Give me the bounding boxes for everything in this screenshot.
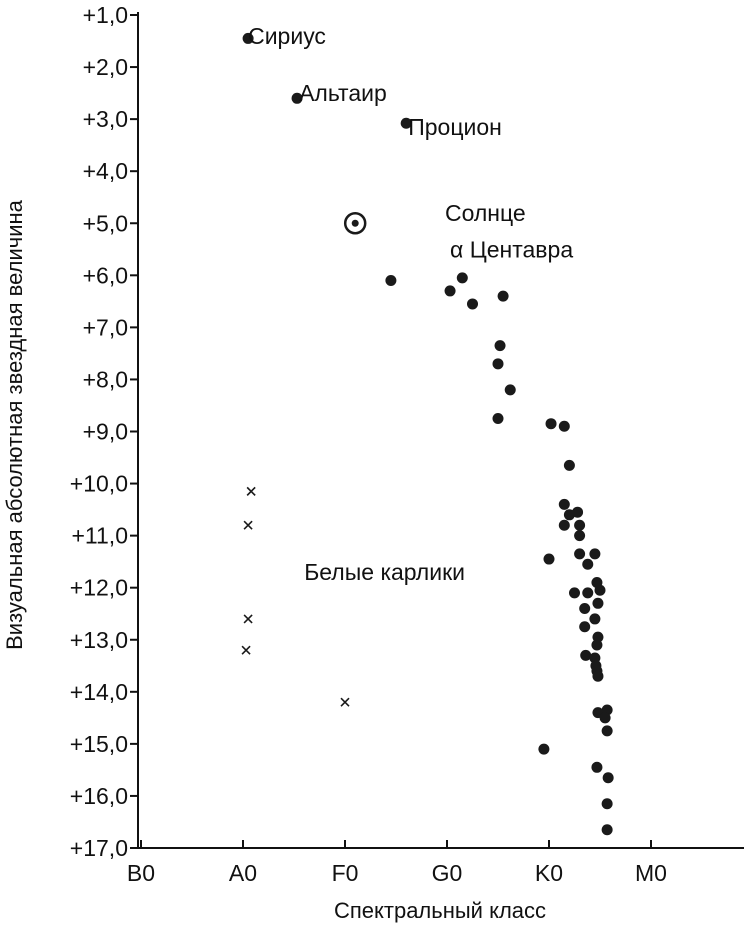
data-point bbox=[579, 621, 591, 633]
y-tick-label: +11,0 bbox=[72, 523, 129, 549]
data-point bbox=[400, 117, 412, 129]
data-point bbox=[558, 420, 570, 432]
y-tick-label: +12,0 bbox=[70, 575, 128, 601]
y-tick-label: +10,0 bbox=[70, 471, 128, 497]
data-point bbox=[601, 798, 613, 810]
y-axis: +1,0 +2,0 +3,0 +4,0 +5,0 +6,0 +7,0 +8,0 +9,0 +10,… bbox=[70, 2, 139, 861]
data-point bbox=[492, 358, 504, 370]
x-axis: B0 A0 F0 G0 K0 M0 bbox=[127, 840, 744, 886]
y-axis-title: Визуальная абсолютная звездная величина bbox=[2, 199, 27, 650]
white-dwarf-point bbox=[241, 645, 251, 655]
data-point bbox=[504, 384, 516, 396]
annotations: Сириус Альтаир Процион Солнце α Центавра Белы… bbox=[248, 23, 573, 585]
data-point bbox=[574, 519, 586, 531]
y-tick-label: +4,0 bbox=[83, 158, 128, 184]
y-tick-label: +16,0 bbox=[70, 783, 128, 809]
annotation-label: Процион bbox=[408, 114, 502, 140]
data-point bbox=[385, 275, 397, 287]
data-point bbox=[599, 712, 611, 724]
data-point bbox=[579, 603, 591, 615]
data-point bbox=[242, 32, 254, 44]
data-point bbox=[558, 498, 570, 510]
annotation-label: Альтаир bbox=[299, 80, 387, 106]
y-tick-label: +17,0 bbox=[70, 835, 128, 861]
data-point bbox=[580, 649, 592, 661]
y-tick-label: +6,0 bbox=[83, 262, 128, 288]
data-point bbox=[545, 418, 557, 430]
data-point bbox=[582, 587, 594, 599]
x-tick-label: M0 bbox=[635, 860, 667, 886]
sun-point bbox=[343, 212, 367, 235]
data-point bbox=[569, 587, 580, 599]
data-point bbox=[543, 553, 555, 565]
data-point bbox=[582, 558, 594, 570]
data-point bbox=[591, 761, 603, 773]
data-point bbox=[594, 584, 606, 596]
data-point bbox=[592, 670, 604, 682]
y-tick-label: +8,0 bbox=[83, 366, 128, 392]
y-tick-label: +2,0 bbox=[83, 54, 128, 80]
data-point bbox=[467, 298, 478, 310]
white-dwarf-point bbox=[246, 486, 256, 496]
data-points bbox=[241, 32, 614, 836]
data-point bbox=[494, 340, 506, 352]
data-point bbox=[538, 743, 550, 755]
x-tick-label: F0 bbox=[332, 860, 359, 886]
data-point bbox=[291, 92, 303, 104]
data-point bbox=[601, 725, 613, 737]
annotation-label: Сириус bbox=[248, 23, 326, 49]
annotation-label: Солнце bbox=[445, 200, 526, 226]
y-tick-label: +3,0 bbox=[83, 106, 128, 132]
white-dwarf-point bbox=[340, 697, 350, 707]
data-point bbox=[572, 506, 584, 518]
data-point bbox=[456, 272, 468, 284]
y-tick-label: +1,0 bbox=[83, 2, 128, 28]
data-point bbox=[563, 459, 575, 471]
annotation-label: α Центавра bbox=[450, 236, 573, 262]
data-point bbox=[602, 772, 614, 784]
white-dwarf-point bbox=[243, 520, 253, 530]
data-point bbox=[589, 613, 601, 625]
data-point bbox=[558, 519, 570, 531]
data-point bbox=[601, 824, 613, 836]
y-tick-label: +14,0 bbox=[70, 679, 128, 705]
data-point bbox=[492, 412, 504, 424]
x-tick-label: A0 bbox=[229, 860, 257, 886]
x-tick-label: G0 bbox=[432, 860, 463, 886]
data-point bbox=[574, 548, 586, 560]
x-tick-label: K0 bbox=[535, 860, 563, 886]
white-dwarf-point bbox=[243, 614, 253, 624]
data-point bbox=[497, 290, 509, 302]
data-point bbox=[591, 639, 603, 651]
annotation-label: Белые карлики bbox=[304, 559, 465, 585]
x-tick-label: B0 bbox=[127, 860, 155, 886]
x-axis-title: Спектральный класс bbox=[334, 898, 546, 923]
y-tick-label: +7,0 bbox=[83, 314, 128, 340]
y-tick-label: +9,0 bbox=[83, 419, 128, 445]
data-point bbox=[574, 530, 586, 542]
y-tick-label: +5,0 bbox=[83, 210, 128, 236]
data-point bbox=[589, 548, 601, 560]
y-tick-label: +15,0 bbox=[70, 731, 128, 757]
data-point bbox=[444, 285, 456, 297]
y-tick-label: +13,0 bbox=[70, 627, 128, 653]
data-point bbox=[592, 597, 604, 609]
